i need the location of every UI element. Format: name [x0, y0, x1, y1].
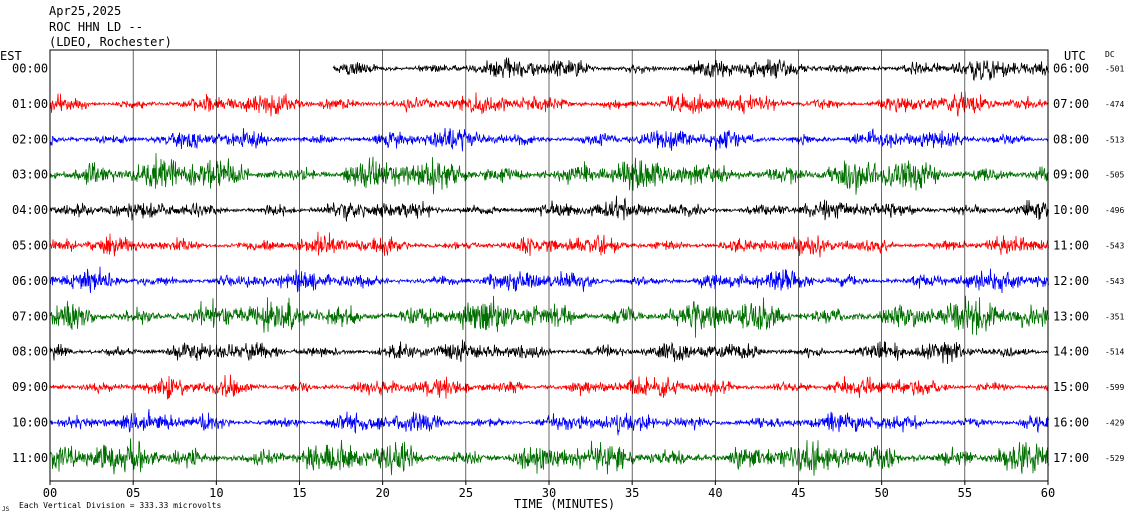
x-tick-labels: 00 05 10 15 20 25 30 35 40 45 50 55 60: [43, 481, 1055, 500]
utc-hour-label: 17:00: [1053, 451, 1089, 465]
est-hour-label: 02:00: [12, 132, 48, 146]
x-tick-label-50: 50: [874, 486, 888, 500]
est-hour-label: 08:00: [12, 345, 48, 359]
x-tick-label-15: 15: [292, 486, 306, 500]
est-hour-label: 10:00: [12, 416, 48, 430]
dc-offset-value: -514: [1105, 348, 1124, 357]
est-hour-label: 07:00: [12, 309, 48, 323]
utc-hour-label: 11:00: [1053, 239, 1089, 253]
utc-axis-label: UTC: [1064, 49, 1086, 63]
est-axis-label: EST: [0, 49, 22, 63]
utc-hour-label: 15:00: [1053, 380, 1089, 394]
dc-offset-value: -543: [1105, 242, 1124, 251]
x-tick-label-25: 25: [459, 486, 473, 500]
utc-hour-label: 16:00: [1053, 416, 1089, 430]
utc-hour-label: 10:00: [1053, 203, 1089, 217]
utc-hour-label: 13:00: [1053, 309, 1089, 323]
row-labels: 00:00 06:00 -501 01:00 07:00 -474 02:00 08:00 -5…: [12, 62, 1124, 465]
x-tick-label-35: 35: [625, 486, 639, 500]
dc-offset-value: -543: [1105, 277, 1124, 286]
x-tick-label-45: 45: [791, 486, 805, 500]
x-tick-label-05: 05: [126, 486, 140, 500]
x-tick-label-10: 10: [209, 486, 223, 500]
est-hour-label: 05:00: [12, 239, 48, 253]
minute-gridlines: [132, 50, 966, 481]
est-hour-label: 03:00: [12, 168, 48, 182]
dc-offset-value: -599: [1105, 383, 1124, 392]
est-hour-label: 00:00: [12, 62, 48, 76]
est-hour-label: 01:00: [12, 97, 48, 111]
est-hour-label: 09:00: [12, 380, 48, 394]
dc-offset-value: -501: [1105, 65, 1124, 74]
utc-hour-label: 09:00: [1053, 168, 1089, 182]
utc-hour-label: 14:00: [1053, 345, 1089, 359]
utc-hour-label: 07:00: [1053, 97, 1089, 111]
station-code: ROC HHN LD --: [49, 20, 143, 34]
logo-mark: JS: [2, 506, 10, 513]
utc-hour-label: 12:00: [1053, 274, 1089, 288]
dc-offset-value: -429: [1105, 419, 1124, 428]
x-tick-label-40: 40: [708, 486, 722, 500]
utc-hour-label: 08:00: [1053, 132, 1089, 146]
dc-offset-value: -496: [1105, 206, 1124, 215]
plot-date: Apr25,2025: [49, 4, 122, 18]
dc-offset-value: -474: [1105, 100, 1124, 109]
trace-0000: [332, 57, 1049, 82]
x-tick-label-60: 60: [1041, 486, 1055, 500]
x-tick-label-55: 55: [958, 486, 972, 500]
dc-offset-value: -351: [1105, 312, 1124, 321]
est-hour-label: 11:00: [12, 451, 48, 465]
x-tick-label-00: 00: [43, 486, 57, 500]
x-tick-label-20: 20: [375, 486, 389, 500]
x-tick-label-30: 30: [542, 486, 556, 500]
dc-header: DC: [1105, 50, 1115, 59]
est-hour-label: 04:00: [12, 203, 48, 217]
est-hour-label: 06:00: [12, 274, 48, 288]
x-axis-label: TIME (MINUTES): [514, 497, 615, 511]
dc-offset-value: -513: [1105, 135, 1124, 144]
scale-note: Each Vertical Division = 333.33 microvol…: [19, 501, 221, 510]
dc-offset-value: -505: [1105, 171, 1124, 180]
utc-hour-label: 06:00: [1053, 62, 1089, 76]
dc-offset-value: -529: [1105, 454, 1124, 463]
network-name: (LDEO, Rochester): [49, 35, 172, 49]
